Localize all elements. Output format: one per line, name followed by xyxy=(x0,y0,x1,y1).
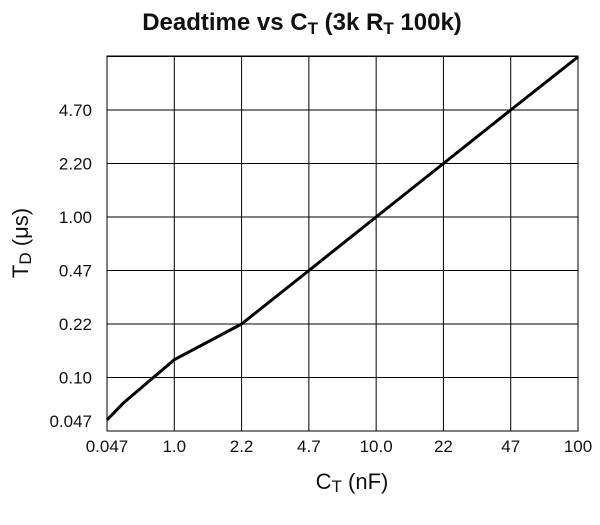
x-tick-label: 1.0 xyxy=(162,437,186,456)
y-axis-label-main: T xyxy=(8,265,33,278)
x-axis-label-subscript: T xyxy=(332,477,342,496)
chart-title: Deadtime vs CT (3k RT 100k) xyxy=(142,9,462,38)
x-tick-label: 2.2 xyxy=(230,437,254,456)
title-middle: (3k R xyxy=(318,9,383,36)
y-axis-label-rest: (μs) xyxy=(8,208,33,252)
y-tick-label: 2.20 xyxy=(59,155,92,174)
y-tick-label: 4.70 xyxy=(59,101,92,120)
y-tick-labels: 0.047 0.10 0.22 0.47 1.00 2.20 4.70 xyxy=(49,101,92,431)
title-prefix: Deadtime vs C xyxy=(142,9,307,36)
x-tick-label: 100 xyxy=(564,437,592,456)
x-tick-label: 47 xyxy=(501,437,520,456)
x-tick-label: 22 xyxy=(434,437,453,456)
y-tick-label: 0.47 xyxy=(59,262,92,281)
deadtime-curve xyxy=(105,55,579,421)
x-axis-label-rest: (nF) xyxy=(342,469,388,494)
y-tick-label: 0.22 xyxy=(59,315,92,334)
x-tick-label: 4.7 xyxy=(297,437,321,456)
title-suffix: 100k) xyxy=(394,9,462,36)
y-tick-label: 0.047 xyxy=(49,412,92,431)
x-tick-label: 10.0 xyxy=(360,437,393,456)
x-tick-label: 0.047 xyxy=(86,437,129,456)
y-axis-label: TD (μs) xyxy=(8,208,35,278)
plot-frame xyxy=(106,55,579,432)
x-axis-label: CT (nF) xyxy=(316,469,389,496)
x-tick-labels: 0.047 1.0 2.2 4.7 10.0 22 47 100 xyxy=(86,437,592,456)
y-axis-label-subscript: D xyxy=(16,252,35,264)
title-middle-subscript: T xyxy=(383,19,394,38)
grid xyxy=(106,56,579,432)
x-axis-label-main: C xyxy=(316,469,332,494)
y-tick-label: 1.00 xyxy=(59,208,92,227)
title-prefix-subscript: T xyxy=(308,19,319,38)
y-tick-label: 0.10 xyxy=(59,369,92,388)
